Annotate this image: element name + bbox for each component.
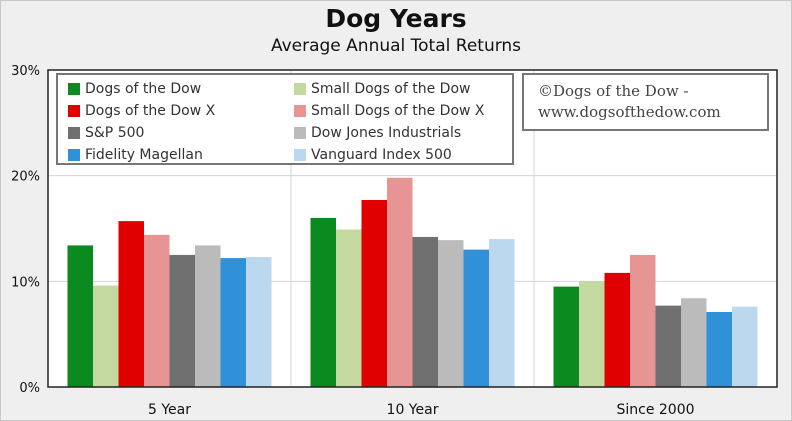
y-tick-label: 30% [11,64,40,79]
legend-item: Vanguard Index 500 [294,144,452,166]
bar-dow-jones-industrials-since-2000 [681,298,707,387]
bar-fidelity-magellan-since-2000 [706,311,732,387]
legend-swatch [68,83,80,95]
bar-s-p-500-10-year [412,236,438,387]
legend-swatch [294,105,306,117]
bar-small-dogs-of-the-dow-since-2000 [579,281,605,387]
bar-dow-jones-industrials-5-year [195,245,221,387]
legend-label: Vanguard Index 500 [311,147,452,163]
legend-label: S&P 500 [85,125,145,141]
bar-dogs-of-the-dow-x-5-year [118,221,144,387]
y-tick-label: 20% [11,170,40,185]
bar-fidelity-magellan-5-year [220,258,246,387]
bar-dow-jones-industrials-10-year [438,240,464,387]
bar-dogs-of-the-dow-10-year [310,217,336,387]
legend-label: Small Dogs of the Dow [311,81,471,97]
legend-swatch [294,149,306,161]
legend-item: Fidelity Magellan [68,144,203,166]
chart-title: Dog Years [325,4,467,33]
bar-dogs-of-the-dow-x-10-year [361,199,387,387]
legend-swatch [68,149,80,161]
bar-s-p-500-5-year [169,254,195,387]
chart-legend: Dogs of the Dow Small Dogs of the Dow Dogs… [56,73,514,165]
bar-dogs-of-the-dow-x-since-2000 [604,272,630,387]
copyright-box: ©Dogs of the Dow - www.dogsofthedow.com [522,73,769,131]
legend-item: Dow Jones Industrials [294,122,461,144]
bar-small-dogs-of-the-dow-x-10-year [387,177,413,387]
legend-swatch [294,127,306,139]
bar-vanguard-index-500-since-2000 [732,306,758,387]
legend-item: Dogs of the Dow [68,78,201,100]
bar-small-dogs-of-the-dow-10-year [336,229,362,387]
x-category-label: 5 Year [148,402,191,418]
bar-small-dogs-of-the-dow-5-year [93,285,119,387]
legend-swatch [68,105,80,117]
bar-vanguard-index-500-10-year [489,239,515,387]
bar-dogs-of-the-dow-since-2000 [553,286,579,387]
legend-item: Small Dogs of the Dow [294,78,470,100]
legend-label: Dow Jones Industrials [311,125,462,141]
legend-label: Fidelity Magellan [85,147,203,163]
chart-subtitle: Average Annual Total Returns [270,36,522,56]
legend-item: S&P 500 [68,122,144,144]
copyright-line-1: ©Dogs of the Dow - [538,82,689,100]
legend-label: Small Dogs of the Dow X [311,103,485,119]
y-tick-label: 10% [11,275,40,290]
bar-dogs-of-the-dow-5-year [67,245,93,387]
bar-s-p-500-since-2000 [655,305,681,387]
legend-item: Small Dogs of the Dow X [294,100,485,122]
plot-border [47,69,778,388]
y-tick-label: 0% [19,381,40,396]
legend-swatch [68,127,80,139]
bar-vanguard-index-500-5-year [246,257,272,387]
legend-item: Dogs of the Dow X [68,100,215,122]
x-category-label: Since 2000 [616,402,694,418]
x-category-label: 10 Year [387,402,439,418]
legend-swatch [294,83,306,95]
legend-label: Dogs of the Dow [85,81,202,97]
legend-label: Dogs of the Dow X [85,103,216,119]
copyright-line-2: www.dogsofthedow.com [538,103,721,121]
bar-small-dogs-of-the-dow-x-since-2000 [630,254,656,387]
bar-small-dogs-of-the-dow-x-5-year [144,234,170,387]
bar-fidelity-magellan-10-year [463,249,489,387]
